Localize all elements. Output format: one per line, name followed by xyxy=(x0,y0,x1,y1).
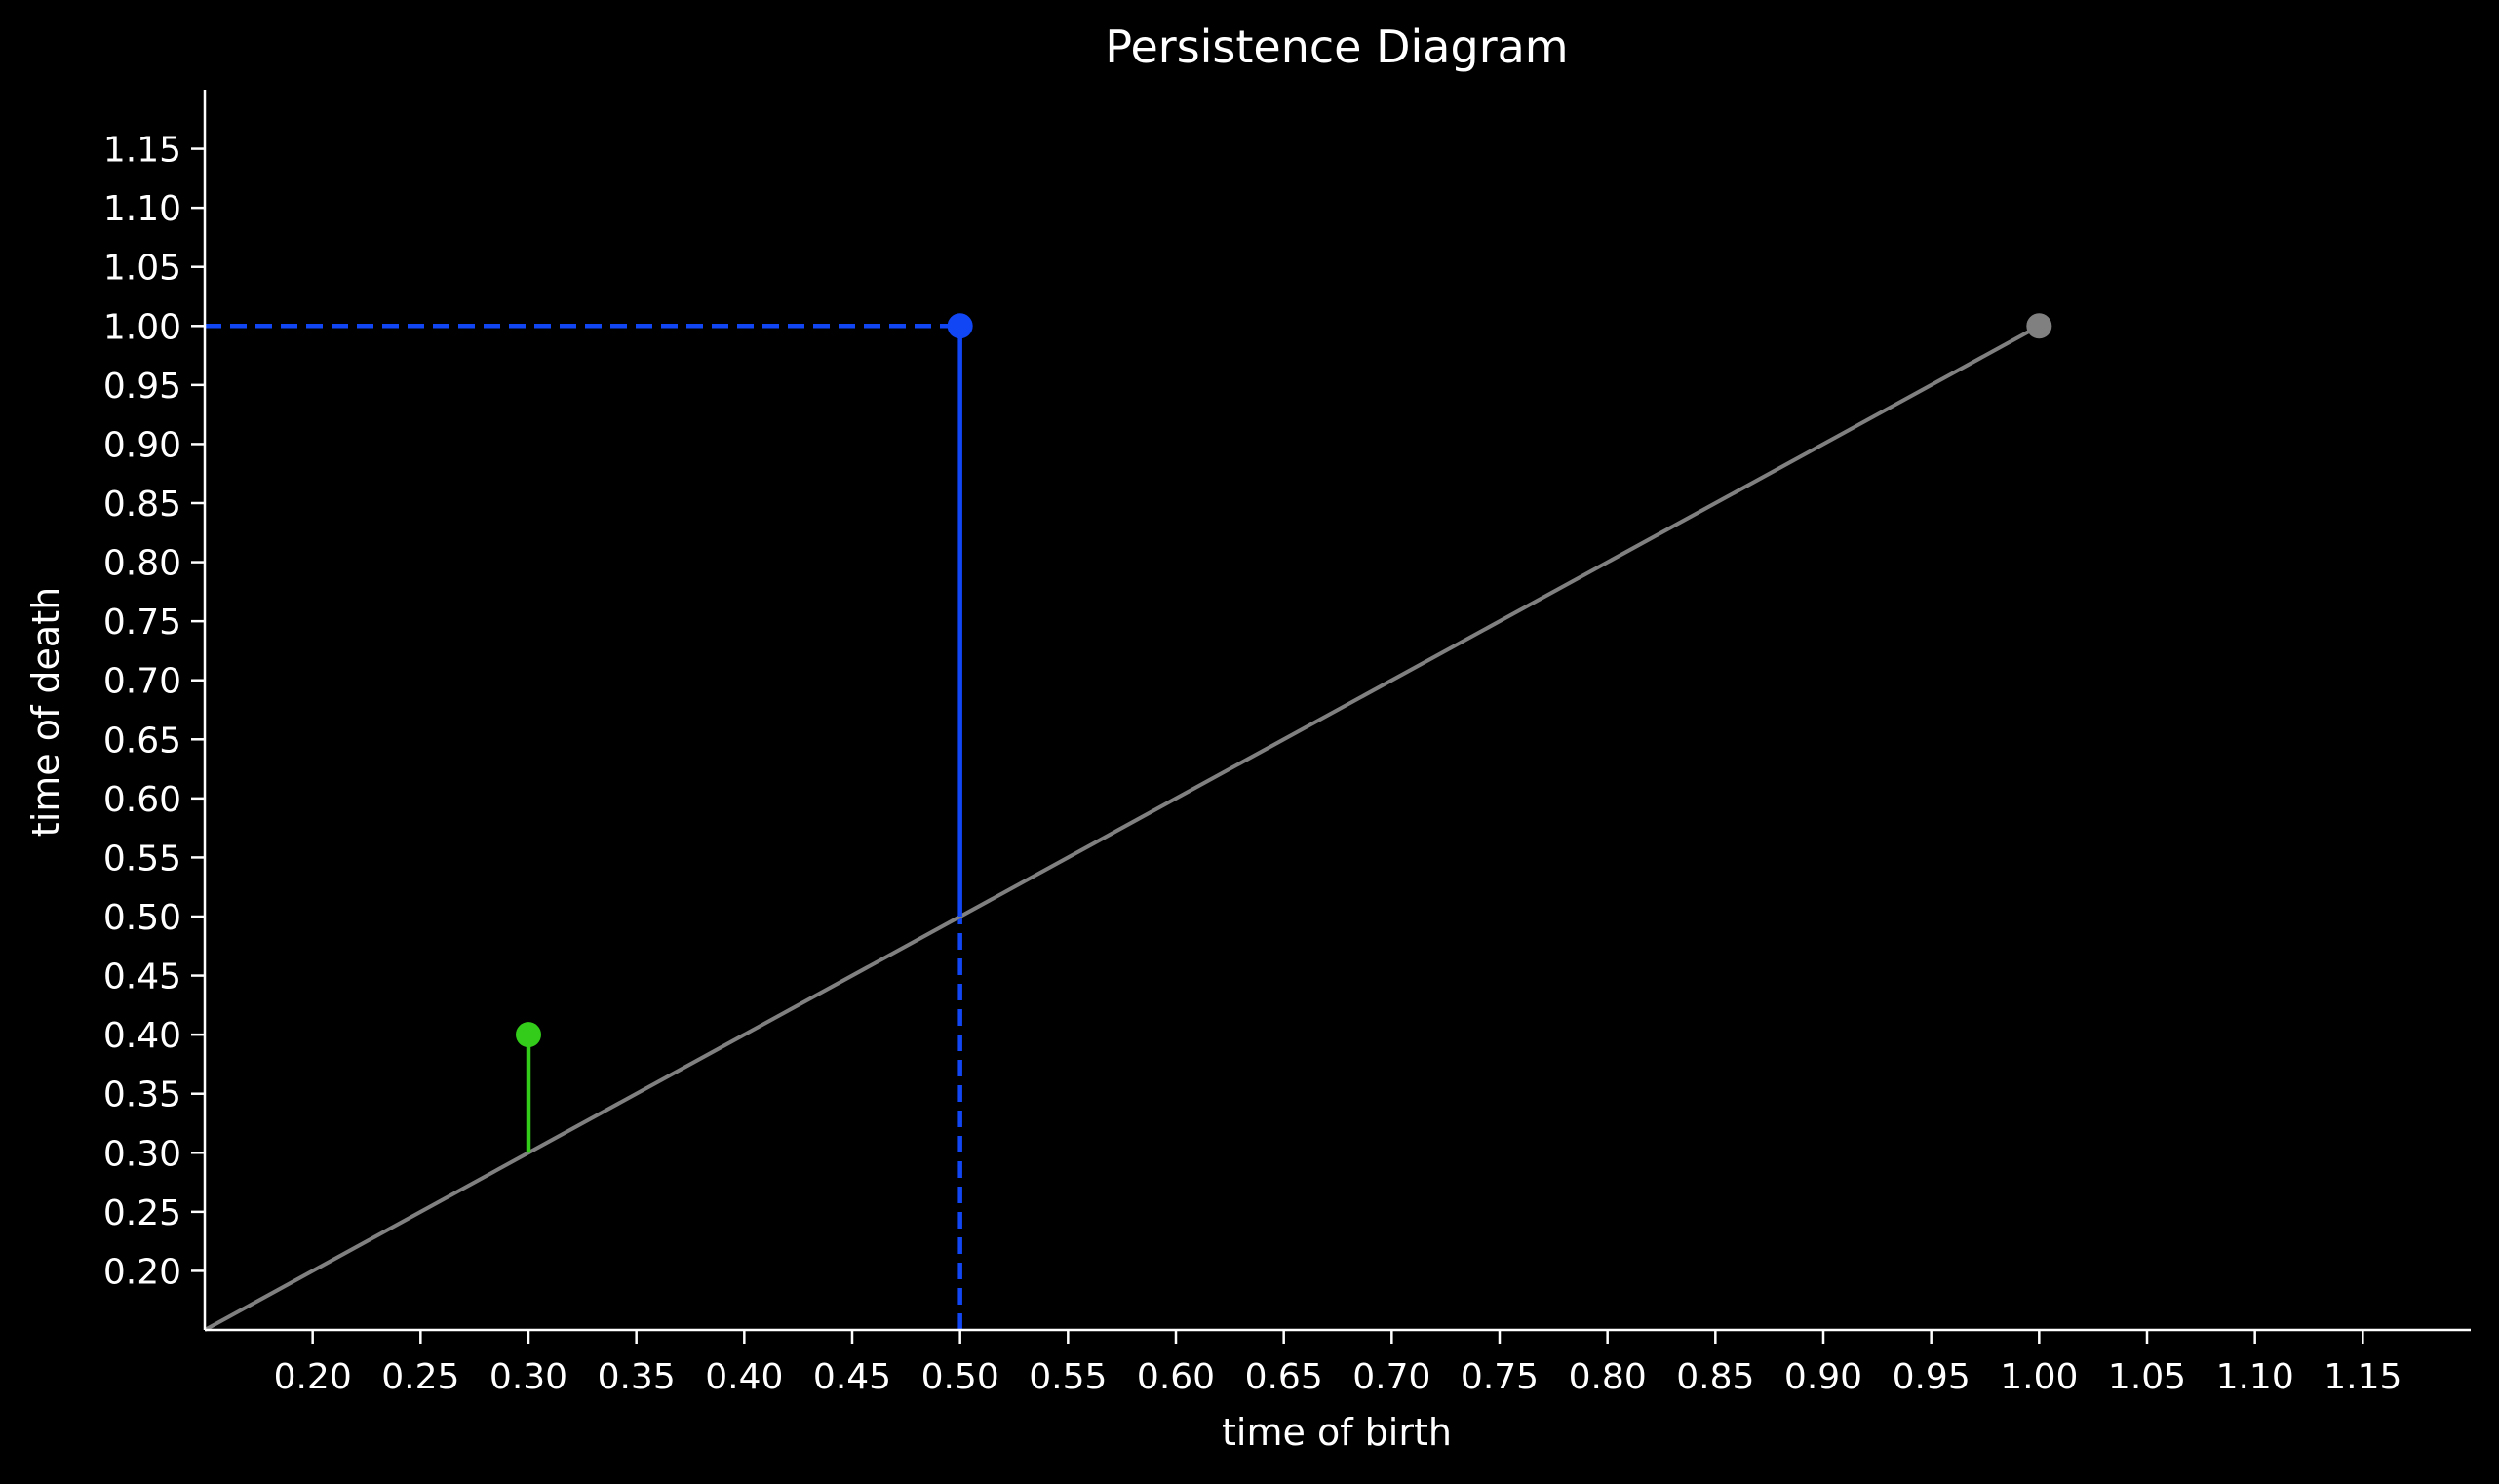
text-layer: Persistence Diagram time of birth time o… xyxy=(24,20,2401,1454)
x-tick-label: 0.65 xyxy=(1245,1357,1323,1397)
y-tick-label: 1.05 xyxy=(103,249,181,289)
y-tick-label: 1.10 xyxy=(103,189,181,229)
persistence-point-2 xyxy=(2026,313,2052,339)
x-tick-label: 0.70 xyxy=(1352,1357,1430,1397)
y-tick-label: 0.80 xyxy=(103,544,181,584)
points-layer xyxy=(516,313,2052,1048)
x-tick-label: 1.15 xyxy=(2323,1357,2401,1397)
y-tick-label: 0.75 xyxy=(103,603,181,643)
x-tick-label: 0.45 xyxy=(813,1357,891,1397)
y-tick-label: 0.90 xyxy=(103,425,181,465)
x-tick-label: 0.25 xyxy=(381,1357,459,1397)
y-tick-label: 0.95 xyxy=(103,367,181,407)
y-tick-label: 0.30 xyxy=(103,1134,181,1174)
persistence-point-1 xyxy=(947,313,973,339)
x-axis-title: time of birth xyxy=(1222,1411,1452,1454)
guide-lines-layer xyxy=(205,324,962,1330)
y-tick-label: 1.15 xyxy=(103,131,181,171)
y-tick-label: 0.35 xyxy=(103,1075,181,1115)
y-tick-label: 0.45 xyxy=(103,957,181,997)
data-lines-layer xyxy=(204,324,2041,1332)
x-tick-label: 1.05 xyxy=(2108,1357,2186,1397)
x-tick-label: 0.85 xyxy=(1676,1357,1754,1397)
axes-layer xyxy=(191,90,2471,1344)
x-tick-label: 0.30 xyxy=(489,1357,567,1397)
x-tick-label: 0.35 xyxy=(598,1357,676,1397)
x-tick-label: 0.90 xyxy=(1784,1357,1862,1397)
x-tick-label: 0.75 xyxy=(1461,1357,1539,1397)
x-tick-label: 1.10 xyxy=(2216,1357,2294,1397)
y-axis-title: time of death xyxy=(24,587,67,837)
x-tick-label: 0.60 xyxy=(1137,1357,1215,1397)
y-tick-label: 0.20 xyxy=(103,1252,181,1292)
diagonal-line xyxy=(204,324,2041,1332)
x-tick-label: 0.55 xyxy=(1029,1357,1107,1397)
y-tick-label: 0.50 xyxy=(103,898,181,938)
x-tick-label: 0.80 xyxy=(1569,1357,1647,1397)
y-tick-label: 0.85 xyxy=(103,485,181,525)
y-tick-label: 0.65 xyxy=(103,721,181,761)
y-tick-label: 1.00 xyxy=(103,307,181,347)
y-tick-label: 0.40 xyxy=(103,1016,181,1056)
x-tick-label: 1.00 xyxy=(2000,1357,2078,1397)
chart-title: Persistence Diagram xyxy=(1105,20,1568,73)
x-tick-label: 0.40 xyxy=(705,1357,783,1397)
x-tick-label: 0.50 xyxy=(921,1357,999,1397)
y-tick-label: 0.25 xyxy=(103,1193,181,1233)
x-tick-label: 0.20 xyxy=(274,1357,352,1397)
y-tick-label: 0.70 xyxy=(103,662,181,702)
y-tick-label: 0.60 xyxy=(103,780,181,820)
persistence-point-0 xyxy=(516,1022,541,1048)
x-tick-label: 0.95 xyxy=(1893,1357,1971,1397)
y-tick-label: 0.55 xyxy=(103,839,181,879)
